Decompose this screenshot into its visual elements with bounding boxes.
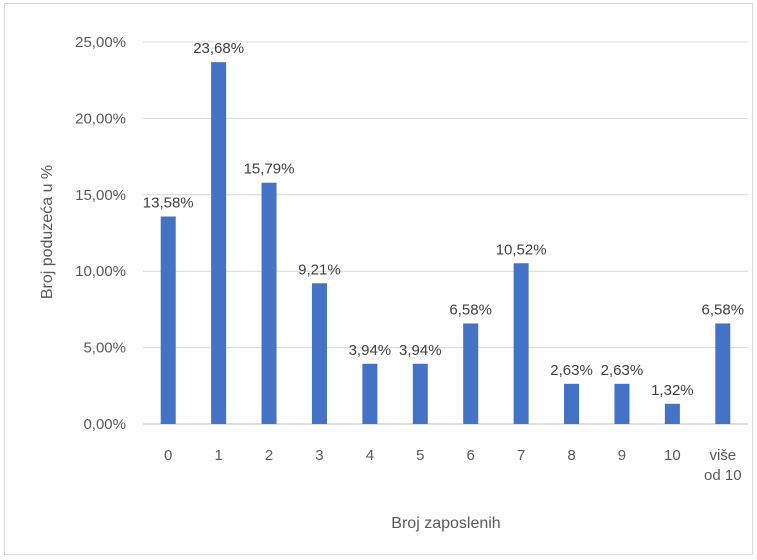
bar [564,383,580,424]
x-tick-label: 10 [664,447,681,464]
bar [362,363,378,424]
bar [211,62,227,424]
y-tick-label: 20,00% [75,110,126,127]
data-label: 15,79% [244,161,295,178]
x-tick-label: 2 [265,447,273,464]
x-tick-label: 9 [618,447,626,464]
y-axis-ticks: 0,00% 5,00% 10,00% 15,00% 20,00% 25,00% [75,34,126,433]
x-tick-label: 3 [315,447,323,464]
x-tick-label: 6 [467,447,475,464]
y-tick-label: 5,00% [83,340,126,357]
bar [664,403,680,424]
x-tick-label: 1 [214,447,222,464]
x-tick-label: 8 [567,447,575,464]
data-label: 3,94% [349,342,392,359]
bar [463,323,479,424]
data-label: 9,21% [298,261,341,278]
bars [160,62,731,424]
data-label: 3,94% [399,342,442,359]
chart-frame [4,3,753,555]
bar [614,383,630,424]
data-label: 6,58% [449,301,492,318]
data-labels: 13,58% 23,68% 15,79% 9,21% 3,94% 3,94% 6,58% 10… [143,40,744,399]
data-label: 2,63% [601,362,644,379]
x-axis-title: Broj zaposlenih [391,515,500,532]
data-label: 10,52% [496,241,547,258]
x-tick-label: 7 [517,447,525,464]
bar [715,323,731,424]
bar [160,216,176,424]
data-label: 13,58% [143,194,194,211]
y-tick-label: 10,00% [75,263,126,280]
gridlines [143,41,748,425]
x-tick-label: više od 10 [704,447,742,484]
x-tick-label: 0 [164,447,172,464]
x-tick-label: 4 [366,447,374,464]
bar [261,182,277,424]
data-label: 2,63% [550,362,593,379]
data-label: 6,58% [702,301,745,318]
y-axis-title: Broj poduzeća u % [39,165,56,299]
y-tick-label: 0,00% [83,416,126,433]
y-tick-label: 25,00% [75,34,126,51]
bar [311,283,327,424]
x-tick-label: 5 [416,447,424,464]
bar [412,363,428,424]
data-label: 1,32% [651,382,694,399]
y-tick-label: 15,00% [75,187,126,204]
x-axis-ticks: 0 1 2 3 4 5 6 7 8 9 10 više od 10 [164,447,742,484]
data-label: 23,68% [193,40,244,57]
bar [513,263,529,424]
